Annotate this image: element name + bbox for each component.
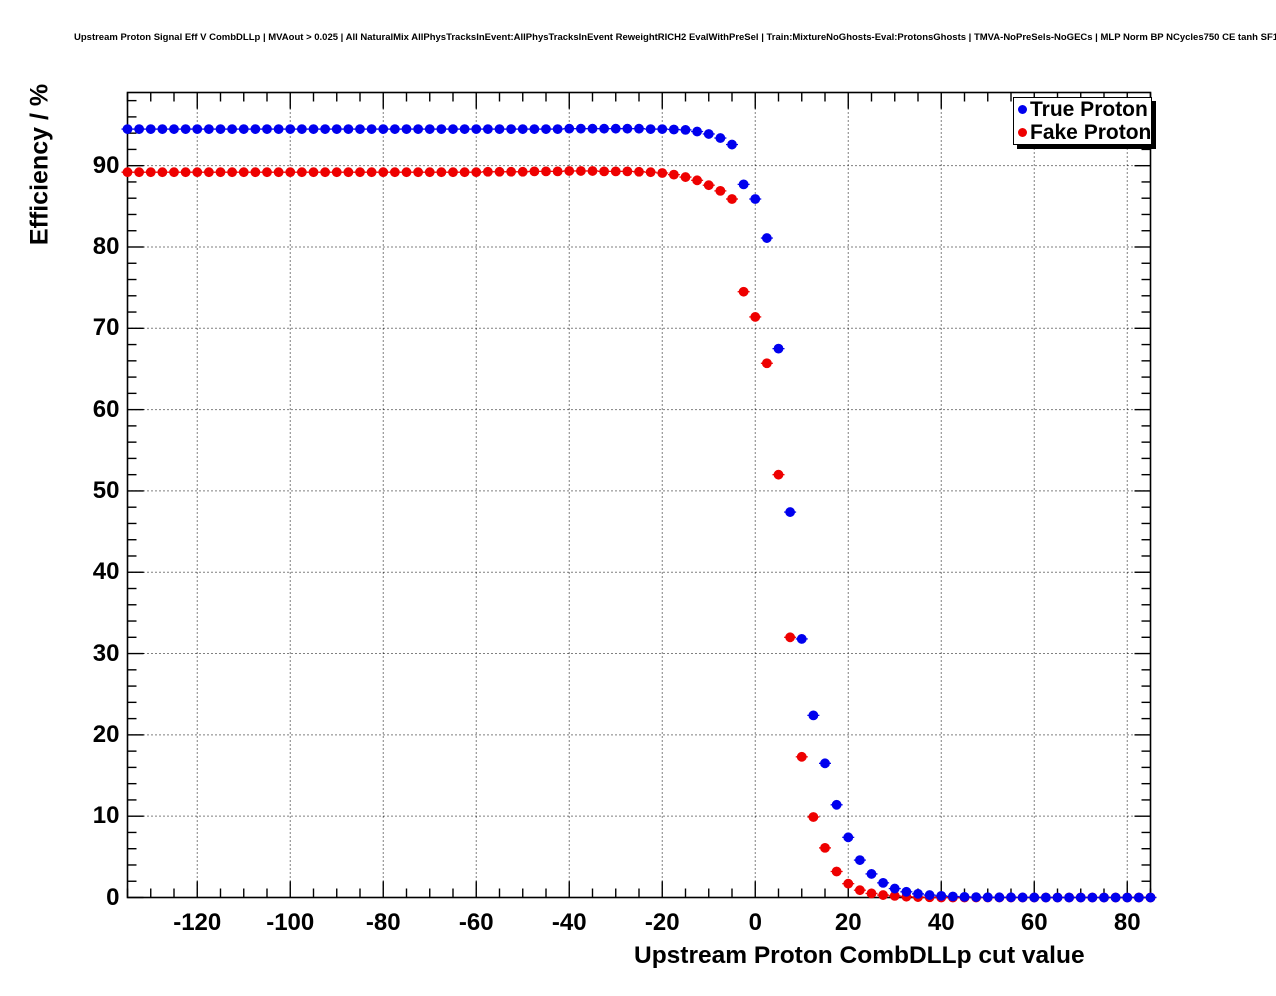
x-tick-label: 40	[927, 908, 955, 936]
legend-item: True Proton	[1014, 98, 1151, 121]
legend-label-fake-proton: Fake Proton	[1030, 121, 1152, 144]
y-tick-label: 40	[92, 558, 120, 586]
x-tick-label: -100	[266, 908, 315, 936]
grid-lines	[127, 92, 1151, 898]
legend-item: Fake Proton	[1014, 121, 1151, 144]
page-title: Upstream Proton Signal Eff V CombDLLp | …	[74, 32, 1276, 43]
y-tick-label: 20	[92, 720, 120, 748]
y-tick-label: 70	[92, 314, 120, 342]
x-tick-label: -40	[551, 908, 587, 936]
axis-ticks	[126, 92, 1152, 899]
x-tick-label: -20	[644, 908, 680, 936]
legend-marker-fake-proton	[1018, 128, 1027, 137]
x-tick-label: -80	[365, 908, 401, 936]
y-tick-label: 80	[92, 232, 120, 260]
y-tick-label: 90	[92, 151, 120, 179]
plot-frame	[126, 91, 1152, 899]
legend-marker-true-proton	[1018, 105, 1027, 114]
y-tick-label: 30	[92, 639, 120, 667]
legend-label-true-proton: True Proton	[1030, 98, 1148, 121]
x-tick-label: -60	[458, 908, 494, 936]
series-true-proton	[121, 123, 1157, 903]
y-tick-label: 10	[92, 802, 120, 830]
series-fake-proton	[121, 166, 1157, 903]
y-axis-title: Efficiency / %	[25, 83, 54, 246]
y-tick-label: 50	[92, 476, 120, 504]
x-tick-label: -120	[173, 908, 222, 936]
x-tick-label: 80	[1113, 908, 1141, 936]
y-tick-label: 0	[106, 883, 120, 911]
x-axis-title: Upstream Proton CombDLLp cut value	[634, 942, 1085, 969]
x-tick-label: 0	[748, 908, 762, 936]
chart-legend: True Proton Fake Proton	[1013, 97, 1152, 145]
x-tick-label: 20	[834, 908, 862, 936]
y-tick-label: 60	[92, 395, 120, 423]
x-tick-label: 60	[1020, 908, 1048, 936]
